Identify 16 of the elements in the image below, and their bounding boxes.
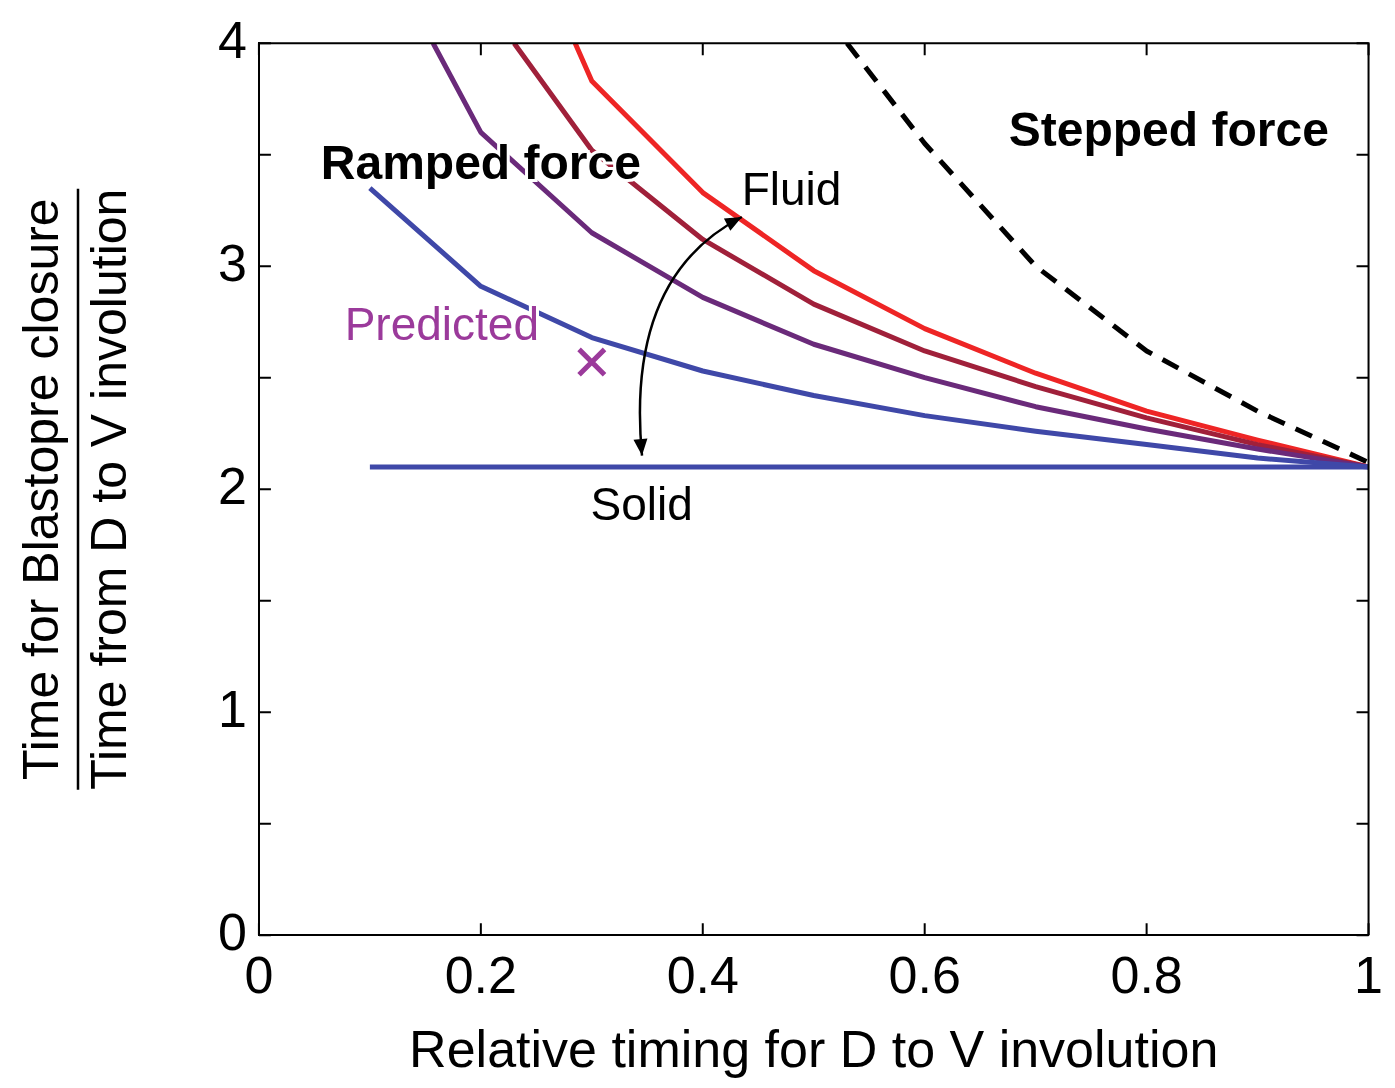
y-tick-label: 2 (218, 456, 247, 515)
x-axis-title: Relative timing for D to V involution (409, 1020, 1219, 1079)
y-tick-label: 0 (218, 902, 247, 961)
annotation: Solid (590, 477, 693, 530)
y-tick-label: 3 (218, 233, 247, 292)
y-tick-label: 1 (218, 679, 247, 738)
annotation: Fluid (741, 163, 842, 216)
y-tick-label: 4 (218, 10, 247, 69)
x-tick-label: 0.8 (1110, 945, 1183, 1004)
y-axis-title: Time for Blastopre closure Time from D to V involution (12, 188, 137, 790)
x-tick-label: 0.4 (666, 945, 739, 1004)
x-tick-label: 1 (1354, 945, 1383, 1004)
annotation: Stepped force (1008, 102, 1329, 156)
x-tick-label: 0.2 (444, 945, 517, 1004)
x-tick-label: 0.6 (888, 945, 961, 1004)
annotation: Predicted (344, 297, 539, 350)
